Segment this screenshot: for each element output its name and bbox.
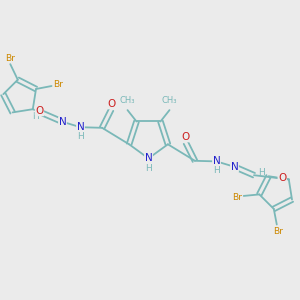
Text: CH₃: CH₃ bbox=[162, 96, 177, 105]
Text: H: H bbox=[77, 132, 84, 141]
Text: H: H bbox=[213, 166, 220, 175]
Text: Br: Br bbox=[5, 54, 15, 63]
Text: Br: Br bbox=[53, 80, 63, 89]
Text: O: O bbox=[181, 132, 189, 142]
Text: O: O bbox=[35, 106, 44, 116]
Text: N: N bbox=[58, 117, 66, 127]
Text: H: H bbox=[258, 168, 265, 177]
Text: N: N bbox=[145, 153, 152, 164]
Text: N: N bbox=[76, 122, 84, 132]
Text: CH₃: CH₃ bbox=[120, 96, 135, 105]
Text: H: H bbox=[145, 164, 152, 173]
Text: O: O bbox=[108, 99, 116, 109]
Text: N: N bbox=[231, 162, 239, 172]
Text: Br: Br bbox=[232, 193, 242, 202]
Text: N: N bbox=[213, 156, 220, 167]
Text: O: O bbox=[278, 173, 286, 183]
Text: Br: Br bbox=[273, 226, 283, 236]
Text: H: H bbox=[32, 112, 39, 121]
